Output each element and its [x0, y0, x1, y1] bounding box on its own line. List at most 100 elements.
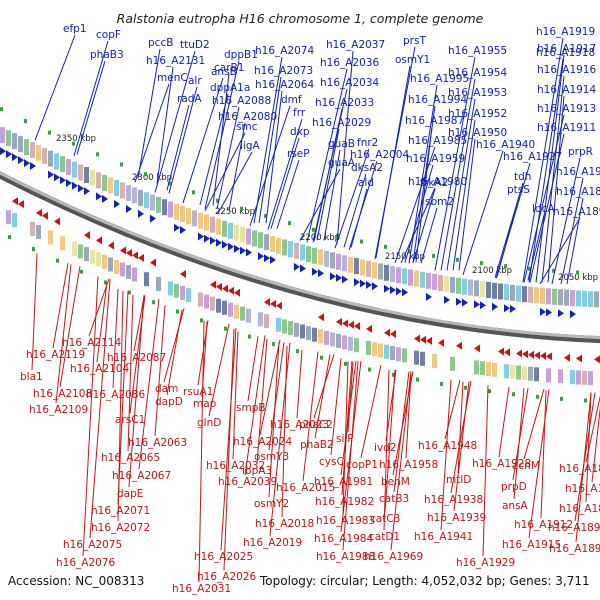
forward-leader-line [529, 133, 565, 283]
feature-strip [570, 370, 575, 385]
forward-gene-arrow [234, 244, 240, 253]
reverse-gene-label: h16_A1891 [549, 543, 600, 555]
forward-leader-line [313, 108, 343, 242]
reverse-leader-line [154, 305, 166, 437]
feature-strip [126, 184, 131, 201]
forward-gene-label: h16_A1911 [537, 122, 596, 134]
feature-strip [294, 322, 299, 337]
reverse-gene-label: h16_A1888 [565, 483, 600, 495]
forward-gene-label: guaA [328, 157, 356, 169]
reverse-gene-label: acnM [512, 460, 540, 472]
tick-mark [216, 198, 219, 203]
feature-strip [246, 228, 251, 245]
tick-mark [80, 269, 83, 274]
forward-gene-arrow [546, 308, 552, 317]
tick-mark [96, 152, 99, 157]
tick-mark [264, 214, 267, 219]
forward-gene-label: radA [177, 93, 202, 105]
forward-gene-label: rseP [287, 148, 310, 160]
forward-gene-arrow [390, 286, 396, 295]
reverse-leader-line [89, 279, 111, 539]
reverse-gene-arrow [474, 344, 480, 353]
forward-gene-label: h16_A1985 [408, 135, 467, 147]
tick-mark [416, 377, 419, 382]
tick-mark [512, 392, 515, 397]
feature-strip [240, 226, 245, 243]
feature-strip [24, 139, 29, 156]
forward-gene-label: h16_A2073 [254, 65, 313, 77]
feature-strip [390, 346, 395, 361]
forward-gene-arrow [474, 300, 480, 309]
reverse-leader-line [55, 264, 72, 404]
feature-strip [360, 259, 365, 276]
forward-leader-line [276, 159, 300, 229]
forward-gene-label: h16_A1919 [536, 26, 595, 38]
reverse-gene-label: h16_A1890 [548, 522, 600, 534]
reverse-gene-arrow [210, 280, 216, 289]
feature-strip [282, 319, 287, 334]
feature-strip [522, 286, 527, 303]
feature-strip [348, 256, 353, 273]
reverse-gene-arrow [42, 211, 48, 220]
reverse-gene-arrow [222, 284, 228, 293]
reverse-leader-line [393, 371, 410, 493]
reverse-gene-arrow [564, 353, 570, 362]
feature-strip [96, 172, 101, 189]
feature-strip [330, 332, 335, 347]
reverse-gene-arrow [366, 324, 372, 333]
reverse-leader-line [232, 331, 239, 460]
tick-mark [536, 394, 539, 399]
feature-strip [36, 144, 41, 161]
feature-strip [96, 252, 101, 267]
reverse-gene-label: h16_A2071 [91, 505, 150, 517]
forward-leader-line [154, 50, 196, 193]
feature-strip [468, 279, 473, 296]
tick-mark [48, 130, 51, 135]
feature-strip [120, 182, 125, 199]
forward-leader-line [412, 188, 436, 264]
forward-gene-label: alr [188, 75, 202, 87]
forward-leader-line [522, 37, 564, 283]
feature-strip [486, 282, 491, 298]
page-title: Ralstonia eutropha H16 chromosome 1, com… [117, 11, 484, 26]
feature-strip [528, 286, 533, 303]
forward-gene-label: h16_A1955 [448, 45, 507, 57]
forward-gene-label: h16_A1959 [406, 153, 465, 165]
forward-leader-line [420, 207, 438, 264]
forward-gene-arrow [456, 297, 462, 306]
reverse-leader-line [498, 386, 510, 458]
reverse-gene-label: smpB [236, 402, 266, 414]
feature-strip [306, 326, 311, 341]
feature-strip [558, 289, 563, 306]
tick-mark [368, 367, 371, 372]
reverse-gene-arrow [264, 298, 270, 307]
forward-gene-arrow [402, 288, 408, 297]
tick-mark [560, 396, 563, 401]
feature-strip [126, 264, 131, 279]
feature-strip [144, 272, 149, 287]
forward-gene-label: h16_A1916 [537, 64, 596, 76]
tick-mark [488, 389, 491, 394]
feature-strip [336, 333, 341, 348]
feature-strip [6, 130, 11, 147]
feature-strip [306, 246, 311, 263]
feature-strip [576, 290, 581, 307]
reverse-leader-line [128, 295, 145, 488]
reverse-leader-line [259, 339, 281, 436]
reverse-gene-label: ibpA3 [242, 465, 272, 477]
forward-gene-arrow [48, 170, 54, 179]
feature-strip [486, 362, 491, 376]
reverse-leader-line [281, 346, 288, 518]
forward-gene-label: frr [293, 107, 306, 119]
forward-leader-line [265, 90, 283, 224]
forward-gene-arrow [444, 295, 450, 304]
reverse-gene-label: phaB2 [300, 439, 334, 451]
reverse-gene-label: h16_A2067 [112, 470, 171, 482]
reverse-gene-label: h16_A2032 [206, 460, 265, 472]
feature-strip [222, 300, 227, 315]
feature-strip [198, 212, 203, 229]
reverse-gene-label: h16_A2108 [33, 388, 92, 400]
tick-mark [528, 266, 531, 271]
forward-gene-label: h16_A1952 [448, 108, 507, 120]
feature-strip [210, 216, 215, 233]
